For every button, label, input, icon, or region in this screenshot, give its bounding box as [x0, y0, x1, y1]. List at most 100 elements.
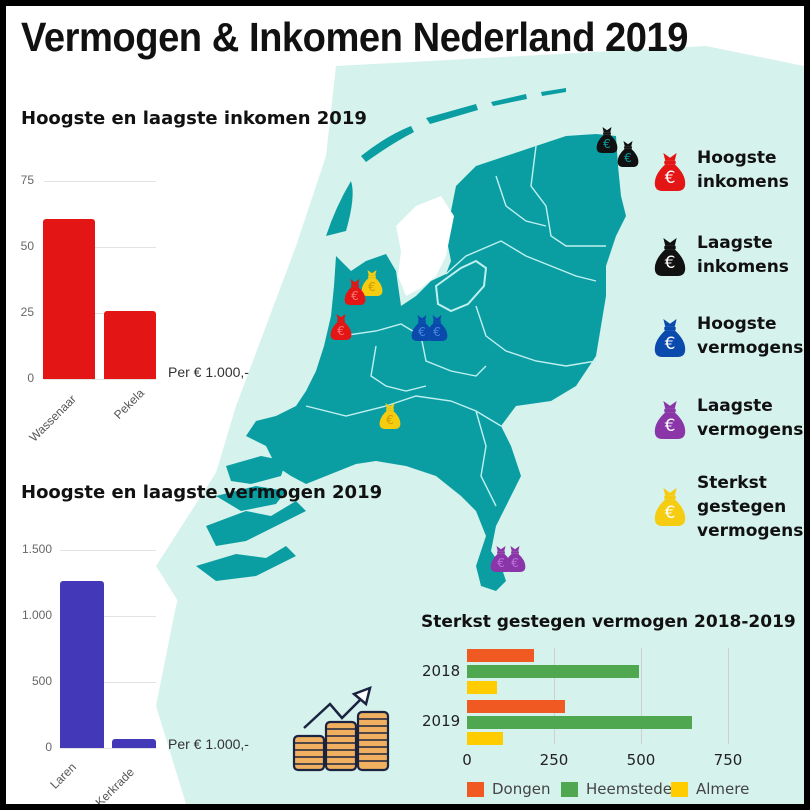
svg-text:€: €	[418, 325, 426, 339]
money-bag-purple-icon: €	[488, 543, 514, 575]
y-tick: 500	[31, 674, 52, 688]
legend-label: Dongen	[492, 780, 551, 798]
gridline	[44, 247, 156, 248]
x-tick: 250	[539, 751, 569, 769]
legend-label: Hoogste	[697, 314, 777, 334]
income-chart-title: Hoogste en laagste inkomen 2019	[21, 107, 367, 131]
gridline	[44, 313, 156, 314]
svg-text:€: €	[624, 151, 632, 165]
legend-item-laagste-vermogens: € Laagste vermogens	[651, 394, 803, 442]
legend-item-sterkst-gestegen: € Sterkst gestegen vermogens	[651, 471, 803, 543]
bar-dongen-2019	[467, 700, 565, 713]
gridline	[641, 648, 642, 744]
bar-almere-2019	[467, 732, 503, 745]
gridline	[728, 648, 729, 744]
money-bag-purple-icon: €	[651, 398, 689, 442]
x-tick: 0	[462, 751, 472, 769]
legend-item-hoogste-vermogens: € Hoogste vermogens	[651, 312, 803, 360]
gridline	[60, 682, 156, 683]
gridline	[60, 550, 156, 551]
y-tick: 0	[45, 740, 52, 754]
legend-dongen: Dongen	[467, 780, 551, 798]
money-bag-red-icon: €	[651, 150, 689, 194]
infographic: Vermogen & Inkomen Nederland 2019 Hoogst…	[6, 6, 804, 804]
netherlands-map	[156, 46, 804, 804]
page-title: Vermogen & Inkomen Nederland 2019	[21, 14, 688, 60]
legend-label: Sterkst	[697, 473, 767, 493]
legend-item-hoogste-inkomens: € Hoogste inkomens	[651, 146, 789, 194]
legend-label: Almere	[696, 780, 750, 798]
money-bag-black-icon: €	[651, 235, 689, 279]
svg-text:€: €	[665, 253, 676, 273]
gridline	[44, 379, 156, 380]
bar-pekela	[104, 311, 156, 379]
money-bag-black-icon: €	[615, 139, 641, 169]
wealth-chart-title: Hoogste en laagste vermogen 2019	[21, 481, 382, 505]
money-bag-red-icon: €	[328, 312, 354, 342]
growth-chart-title: Sterkst gestegen vermogen 2018-2019	[421, 610, 796, 634]
svg-text:€: €	[351, 289, 359, 303]
svg-text:€: €	[386, 413, 394, 427]
svg-text:€: €	[511, 556, 519, 570]
svg-text:€: €	[603, 137, 611, 151]
legend-label: inkomens	[697, 257, 789, 277]
bar-heemstede-2019	[467, 716, 692, 729]
legend-item-laagste-inkomens: € Laagste inkomens	[651, 231, 789, 279]
y-label-2019: 2019	[422, 712, 461, 730]
money-bag-black-icon: €	[594, 125, 620, 155]
legend-label: Laagste	[697, 233, 773, 253]
money-bag-red-icon: €	[342, 277, 368, 307]
svg-text:€: €	[497, 556, 505, 570]
money-bag-yellow-icon: €	[377, 401, 403, 431]
money-bag-blue-icon: €	[409, 312, 435, 344]
legend-label: Hoogste	[697, 148, 777, 168]
bar-laren	[60, 581, 104, 748]
legend-label: inkomens	[697, 172, 789, 192]
y-tick: 25	[20, 305, 34, 319]
legend-label: Heemstede	[586, 780, 673, 798]
svg-text:€: €	[665, 416, 676, 436]
growth-chart-title-text: Sterkst gestegen vermogen 2018-2019	[421, 612, 796, 632]
y-tick: 0	[27, 371, 34, 385]
legend-almere: Almere	[671, 780, 749, 798]
x-tick: 500	[626, 751, 656, 769]
y-label-2018: 2018	[422, 662, 461, 680]
svg-text:€: €	[368, 280, 376, 294]
svg-text:€: €	[665, 334, 676, 354]
legend-swatch	[467, 781, 484, 797]
legend-label: vermogens	[697, 420, 804, 440]
money-bag-yellow-icon: €	[359, 268, 385, 298]
wealth-chart-title-text: Hoogste en laagste vermogen 2019	[21, 482, 383, 503]
unit-label: Per € 1.000,-	[168, 736, 249, 752]
money-bag-blue-icon: €	[424, 312, 450, 344]
gridline	[44, 181, 156, 182]
bar-heemstede-2018	[467, 665, 639, 678]
y-tick: 50	[20, 239, 34, 253]
money-bag-yellow-icon: €	[651, 485, 689, 529]
x-tick: 750	[713, 751, 743, 769]
gridline	[554, 648, 555, 744]
svg-text:€: €	[665, 503, 676, 523]
legend-swatch	[561, 781, 578, 797]
svg-text:€: €	[337, 324, 345, 338]
legend-label: vermogens	[697, 338, 804, 358]
legend-heemstede: Heemstede	[561, 780, 672, 798]
legend-label: vermogens	[697, 521, 804, 541]
y-tick: 75	[20, 173, 34, 187]
bar-dongen-2018	[467, 649, 534, 662]
legend-swatch	[671, 781, 688, 797]
svg-text:€: €	[665, 168, 676, 188]
svg-text:€: €	[433, 325, 441, 339]
money-bag-blue-icon: €	[651, 316, 689, 360]
bar-wassenaar	[43, 219, 95, 379]
money-bag-purple-icon: €	[502, 543, 528, 575]
bar-kerkrade	[112, 739, 156, 748]
legend-label: gestegen	[697, 497, 787, 517]
coins-growth-icon	[292, 686, 390, 772]
y-tick: 1.500	[21, 542, 52, 556]
y-tick: 1.000	[21, 608, 52, 622]
income-chart-title-text: Hoogste en laagste inkomen 2019	[21, 108, 367, 129]
gridline	[60, 616, 156, 617]
unit-label: Per € 1.000,-	[168, 364, 249, 380]
gridline	[60, 748, 156, 749]
